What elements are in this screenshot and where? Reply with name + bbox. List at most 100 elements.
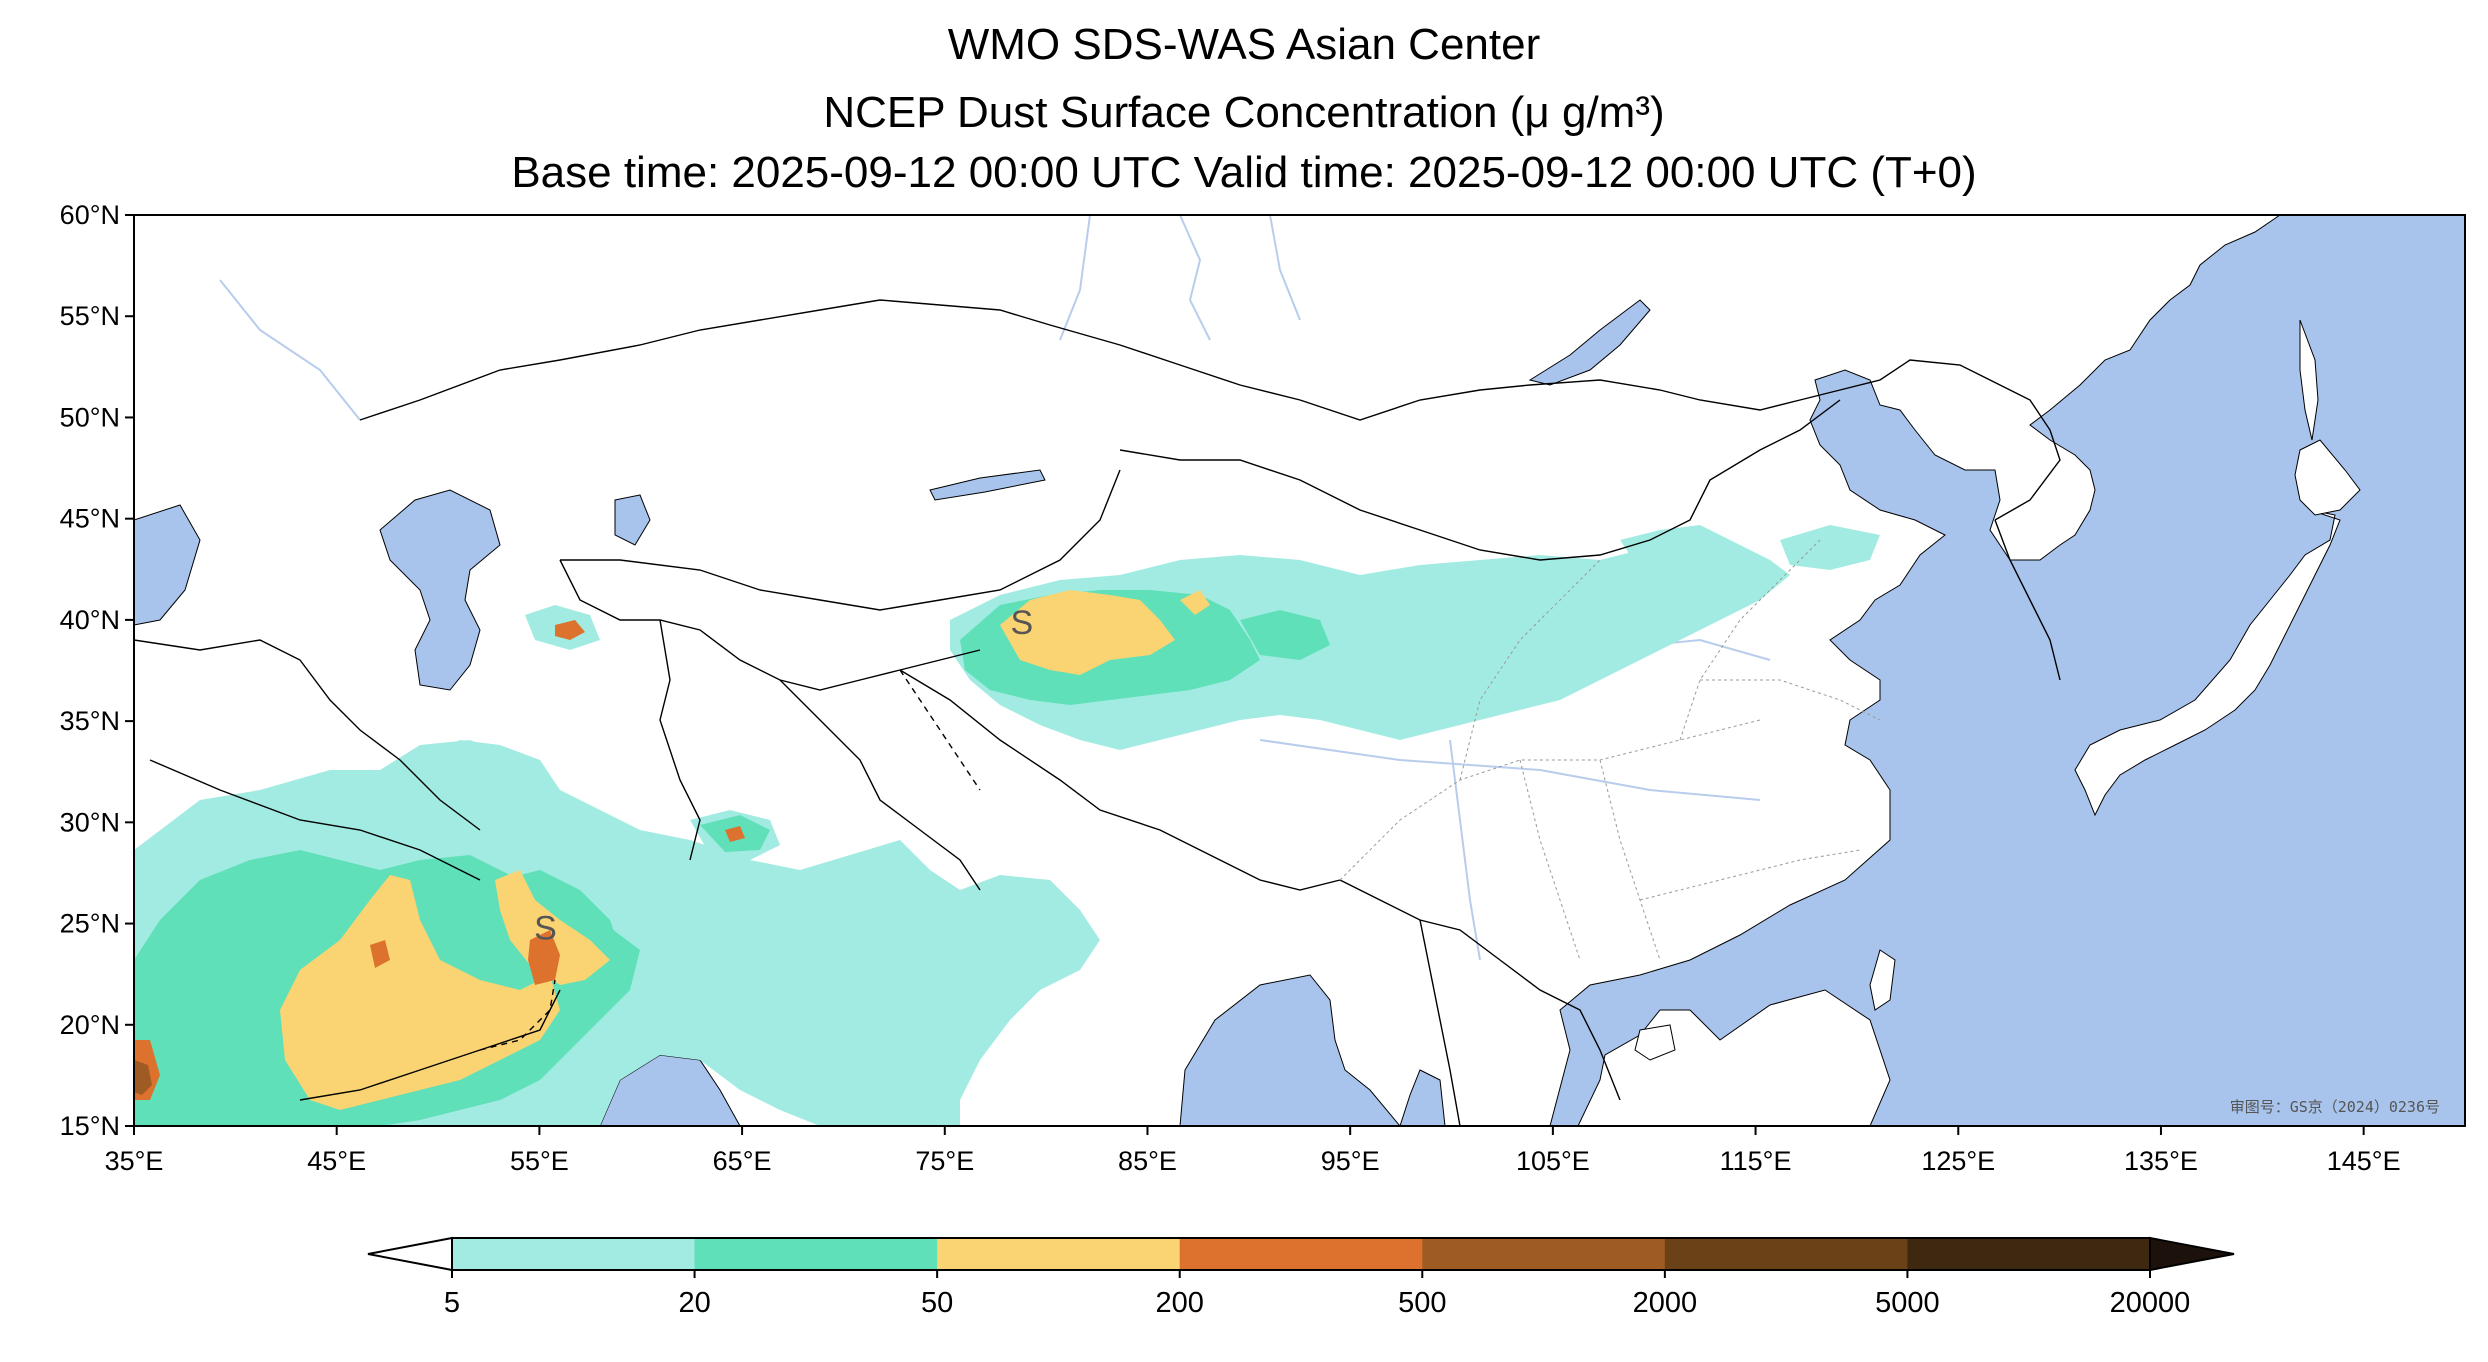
source-marker: S (1010, 604, 1033, 642)
border-korea (1994, 519, 2061, 681)
colorbar-tick-label: 5 (444, 1287, 460, 1319)
dust-area-taklimakan-east-20 (1240, 610, 1330, 660)
province-layer (1339, 539, 1881, 961)
border-turkey-iran (134, 639, 481, 831)
dust-area-mongolia-outer (1620, 525, 1740, 575)
colorbar-tick-label: 50 (921, 1287, 953, 1319)
province-boundary (1459, 559, 1601, 781)
lat-tick-label: 45°N (60, 504, 120, 534)
lake-baikal (1528, 299, 1651, 386)
lat-tick-label: 55°N (60, 301, 120, 331)
title-line-2: NCEP Dust Surface Concentration (μ g/m³) (823, 88, 1665, 137)
lon-tick-label: 105°E (1516, 1146, 1590, 1176)
river (1259, 739, 1761, 801)
dust-level-200-500 (134, 620, 745, 1100)
dust-area-pakistan-200 (725, 826, 745, 842)
title-line-1: WMO SDS-WAS Asian Center (947, 20, 1541, 69)
border-iran-afghanistan (659, 619, 701, 861)
border-mongolia-china (1119, 399, 1841, 561)
river (1449, 739, 1481, 961)
aral-sea (614, 494, 651, 546)
lon-tick-label: 115°E (1720, 1146, 1792, 1176)
colorbar-segment (937, 1238, 1181, 1270)
colorbar-segment (1664, 1238, 1908, 1270)
source-markers: SS (534, 604, 1033, 948)
border-southeast-asia (1339, 879, 1621, 1101)
andaman-sea (1399, 1069, 1446, 1126)
border-myanmar-thailand (1419, 919, 1461, 1126)
lon-tick-label: 135°E (2124, 1146, 2198, 1176)
province-boundary (1339, 719, 1761, 881)
colorbar: 5 20 50 200 500 2000 5000 20000 (367, 1236, 2235, 1319)
lat-tick-label: 50°N (60, 402, 120, 432)
lon-tick-label: 125°E (1921, 1146, 1995, 1176)
colorbar-under-extension (367, 1236, 453, 1272)
lon-tick-label: 65°E (713, 1146, 772, 1176)
colorbar-over-extension (2149, 1236, 2235, 1272)
japan-land (2074, 509, 2341, 817)
border-arabia (149, 759, 481, 881)
colorbar-tick-label: 5000 (1875, 1287, 1940, 1319)
border-india-china (899, 669, 1341, 891)
map-area: SS 审图号：GS京（2024）0236号 (134, 215, 2465, 1126)
colorbar-segment (1907, 1238, 2151, 1270)
hainan-land (1634, 1024, 1676, 1061)
colorbar-tick-label: 20000 (2110, 1287, 2191, 1319)
colorbar-tick-label: 200 (1156, 1287, 1204, 1319)
river (1179, 215, 1211, 341)
border-arabia-south (299, 989, 561, 1101)
lon-tick-label: 145°E (2327, 1146, 2401, 1176)
lat-tick-label: 25°N (60, 909, 120, 939)
dust-area-tarim-east-50 (1180, 590, 1210, 615)
map-frame (133, 214, 2466, 1127)
lat-tick-label: 40°N (60, 605, 120, 635)
lat-tick-label: 30°N (60, 807, 120, 837)
lon-tick-label: 45°E (307, 1146, 366, 1176)
dust-area-redsea-500 (134, 1060, 152, 1095)
border-kazakhstan-uzbek (560, 469, 1121, 611)
lat-tick-label: 20°N (60, 1010, 120, 1040)
province-boundary (1599, 759, 1661, 961)
border-russia-kazakhstan (359, 299, 1301, 421)
bay-of-bengal (1179, 974, 1401, 1126)
map-credit: 审图号：GS京（2024）0236号 (2230, 1098, 2440, 1116)
river (1269, 215, 1301, 321)
sea-layer (134, 215, 2465, 1126)
colorbar-tick-label: 500 (1398, 1287, 1446, 1319)
lon-tick-label: 75°E (915, 1146, 974, 1176)
taiwan-land (1869, 949, 1896, 1011)
dust-area-uae-200 (528, 930, 560, 985)
dust-contours (134, 525, 1880, 1126)
lat-tick-label: 60°N (60, 200, 120, 230)
province-boundary (1679, 539, 1821, 741)
colorbar-tick-label: 20 (678, 1287, 710, 1319)
river (219, 279, 361, 421)
caspian-sea (379, 489, 501, 691)
dust-area-arabia-200 (370, 940, 390, 968)
longitude-axis: 35°E 45°E 55°E 65°E 75°E 85°E 95°E 105°E 115°E 12… (105, 1126, 2401, 1176)
border-russia-mongolia (1299, 379, 1841, 421)
colorbar-segment (1422, 1238, 1666, 1270)
lon-tick-label: 85°E (1118, 1146, 1177, 1176)
source-marker: S (534, 910, 557, 948)
dust-area-ne-outer (1780, 525, 1880, 570)
dust-area-turkmen-200 (555, 620, 585, 640)
border-afghanistan-pakistan (779, 679, 981, 891)
lon-tick-label: 55°E (510, 1146, 569, 1176)
dust-area-tarim-50 (1000, 590, 1175, 675)
dust-area-iran-outer (420, 740, 560, 800)
hokkaido-land (2294, 439, 2361, 516)
dust-area-arabia-50 (280, 875, 560, 1110)
black-sea (134, 504, 201, 626)
dust-level-50-200 (280, 590, 1210, 1110)
dust-level-500-2000 (134, 1060, 152, 1095)
lon-tick-label: 95°E (1321, 1146, 1380, 1176)
river (1059, 215, 1091, 341)
province-boundary (1519, 759, 1581, 961)
title-line-3: Base time: 2025-09-12 00:00 UTC Valid ti… (511, 148, 1977, 197)
dust-area-oman-50 (495, 870, 610, 985)
border-central-asia (559, 559, 981, 691)
border-layer (134, 299, 2061, 1126)
lake-balkhash (929, 469, 1046, 501)
